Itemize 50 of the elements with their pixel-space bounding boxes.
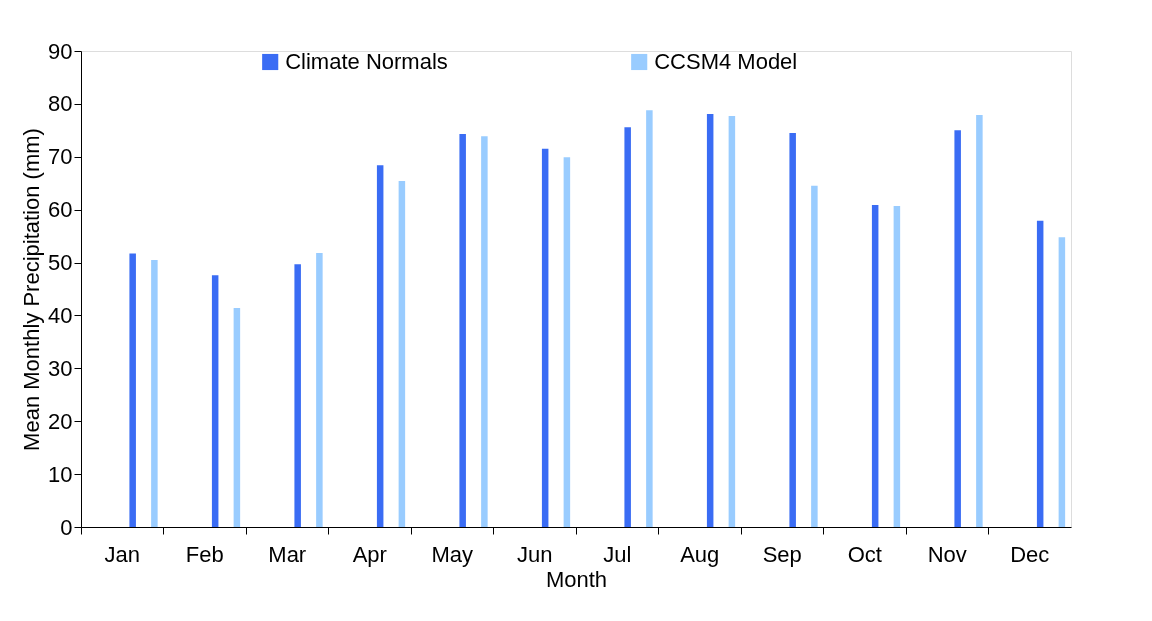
y-axis-title: Mean Monthly Precipitation (mm) [19,128,45,451]
bar [789,132,796,527]
x-tick-label: Jul [603,541,632,567]
bar [316,253,323,527]
bar [646,110,653,527]
bar [954,130,961,527]
bar [1036,220,1044,527]
bar [129,253,136,527]
x-tick-label: Jun [517,541,553,567]
bar [294,264,301,527]
bar [481,136,488,527]
x-axis-title: Month [545,566,608,592]
bar [563,157,571,527]
bar [151,259,158,527]
y-tick-label: 70 [48,144,73,170]
bar [398,181,406,527]
y-tick-label: 40 [48,302,73,328]
bar [233,308,241,527]
bar [976,115,983,527]
bar [211,275,219,527]
y-tick-label: 10 [48,461,73,487]
legend-label: CCSM4 Model [654,49,798,74]
x-tick-label: Oct [847,541,882,567]
x-tick-label: Dec [1010,541,1050,567]
y-tick-label: 20 [48,408,73,434]
bar [871,204,879,527]
x-tick-label: Sep [762,541,802,567]
x-tick-label: Nov [927,541,967,567]
bar [1058,237,1066,527]
bar [893,205,901,527]
x-tick-label: May [431,541,474,567]
y-tick-label: 50 [48,250,73,276]
x-tick-label: Feb [185,541,224,567]
bar [811,185,818,527]
bar [541,148,549,527]
x-tick-label: Mar [268,541,307,567]
x-tick-label: Jan [104,541,140,567]
bar [376,165,384,527]
y-tick-label: 90 [48,38,73,64]
y-tick-label: 80 [48,91,73,117]
y-tick-label: 30 [48,355,73,381]
bar [706,113,714,527]
bar [459,134,466,527]
y-tick-label: 0 [60,514,73,540]
legend-label: Climate Normals [285,49,448,74]
bar [728,116,736,527]
bar [624,127,631,527]
x-tick-label: Apr [352,541,387,567]
x-tick-label: Aug [680,541,720,567]
y-tick-label: 60 [48,197,73,223]
